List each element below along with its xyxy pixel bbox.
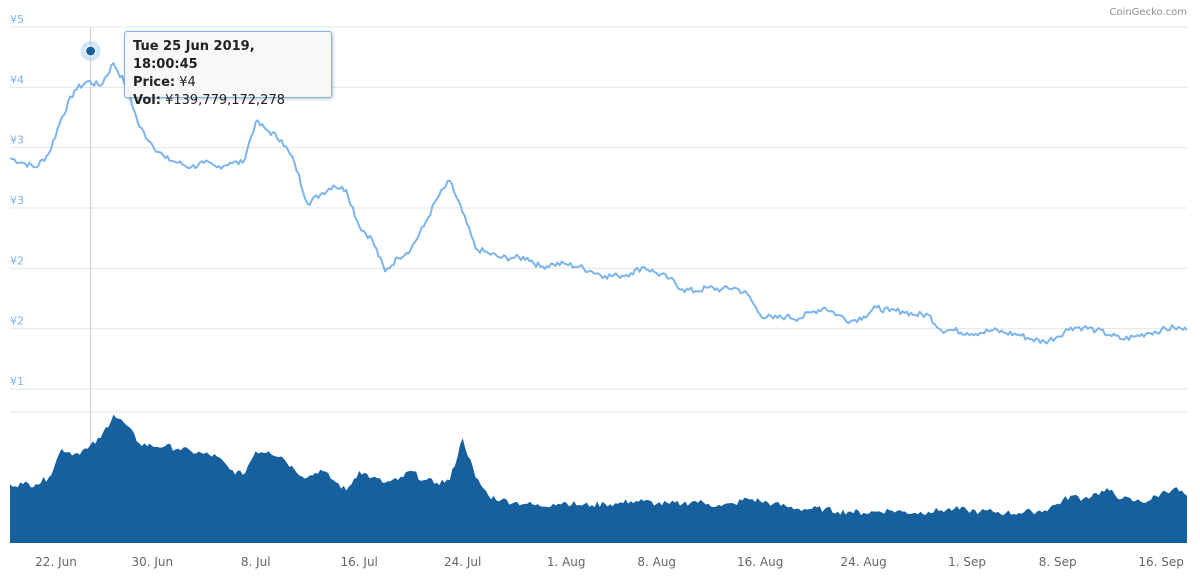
x-tick-label: 16. Sep	[1138, 555, 1184, 569]
x-tick-label: 8. Sep	[1039, 555, 1077, 569]
x-tick-label: 8. Aug	[637, 555, 676, 569]
x-tick-label: 8. Jul	[241, 555, 271, 569]
x-tick-label: 1. Sep	[948, 555, 986, 569]
price-tooltip: Tue 25 Jun 2019, 18:00:45 Price: ¥4 Vol:…	[124, 31, 332, 108]
tooltip-price-row: Price: ¥4	[133, 74, 323, 92]
y-tick-label: ¥2	[10, 315, 24, 328]
y-tick-label: ¥1	[10, 375, 24, 388]
x-tick-label: 22. Jun	[35, 555, 77, 569]
x-tick-label: 30. Jun	[131, 555, 173, 569]
volume-series[interactable]	[10, 414, 1187, 543]
tooltip-volume-label: Vol:	[133, 93, 161, 108]
y-axis-labels: ¥5 ¥4 ¥3 ¥3 ¥2 ¥2 ¥1	[10, 13, 24, 388]
price-series[interactable]	[9, 62, 1188, 345]
x-tick-label: 16. Aug	[737, 555, 783, 569]
marker-dot	[85, 45, 97, 57]
credit-label[interactable]: CoinGecko.com	[1109, 7, 1187, 18]
y-tick-label: ¥3	[10, 194, 24, 207]
y-tick-label: ¥3	[10, 134, 24, 147]
price-line[interactable]	[9, 62, 1188, 345]
y-tick-label: ¥4	[10, 73, 24, 86]
x-tick-label: 1. Aug	[547, 555, 586, 569]
hover-marker	[80, 41, 101, 61]
x-axis-labels: 22. Jun 30. Jun 8. Jul 16. Jul 24. Jul 1. Aug…	[35, 555, 1184, 569]
x-tick-label: 24. Aug	[840, 555, 886, 569]
x-tick-label: 16. Jul	[341, 555, 378, 569]
y-tick-label: ¥2	[10, 254, 24, 267]
y-tick-label: ¥5	[10, 13, 24, 26]
tooltip-price-value: ¥4	[179, 75, 196, 90]
tooltip-date: Tue 25 Jun 2019, 18:00:45	[133, 39, 255, 72]
volume-area[interactable]	[10, 414, 1187, 543]
tooltip-volume-row: Vol: ¥139,779,172,278	[133, 92, 323, 110]
tooltip-volume-value: ¥139,779,172,278	[165, 93, 285, 108]
tooltip-price-label: Price:	[133, 75, 176, 90]
x-tick-label: 24. Jul	[444, 555, 481, 569]
